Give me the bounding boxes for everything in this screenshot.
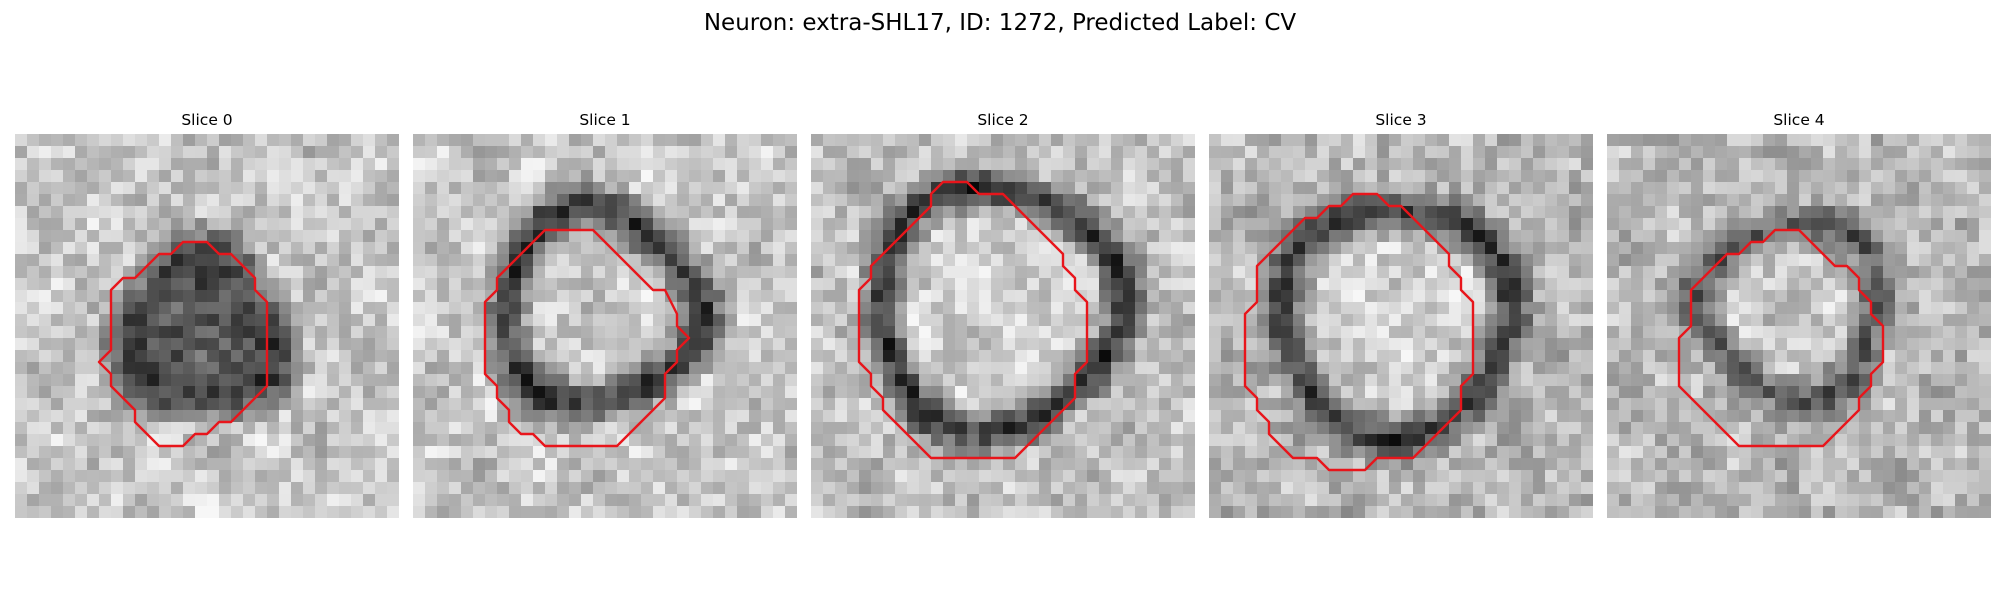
slice-panel-1: Slice 1 xyxy=(413,108,797,132)
slice-title: Slice 3 xyxy=(1209,108,1593,132)
slice-panel-2: Slice 2 xyxy=(811,108,1195,132)
slice-image xyxy=(15,134,399,518)
slice-title: Slice 4 xyxy=(1607,108,1991,132)
grayscale-pixels xyxy=(1209,134,1593,518)
slice-panel-0: Slice 0 xyxy=(15,108,399,132)
grayscale-pixels xyxy=(413,134,797,518)
figure-title: Neuron: extra-SHL17, ID: 1272, Predicted… xyxy=(0,8,2000,38)
slice-image xyxy=(1209,134,1593,518)
grayscale-pixels xyxy=(811,134,1195,518)
slice-title: Slice 0 xyxy=(15,108,399,132)
slice-title: Slice 1 xyxy=(413,108,797,132)
slice-panel-4: Slice 4 xyxy=(1607,108,1991,132)
slice-title: Slice 2 xyxy=(811,108,1195,132)
grayscale-pixels xyxy=(15,134,399,518)
slice-panel-3: Slice 3 xyxy=(1209,108,1593,132)
slice-image xyxy=(1607,134,1991,518)
grayscale-pixels xyxy=(1607,134,1991,518)
slice-image xyxy=(413,134,797,518)
slice-image xyxy=(811,134,1195,518)
